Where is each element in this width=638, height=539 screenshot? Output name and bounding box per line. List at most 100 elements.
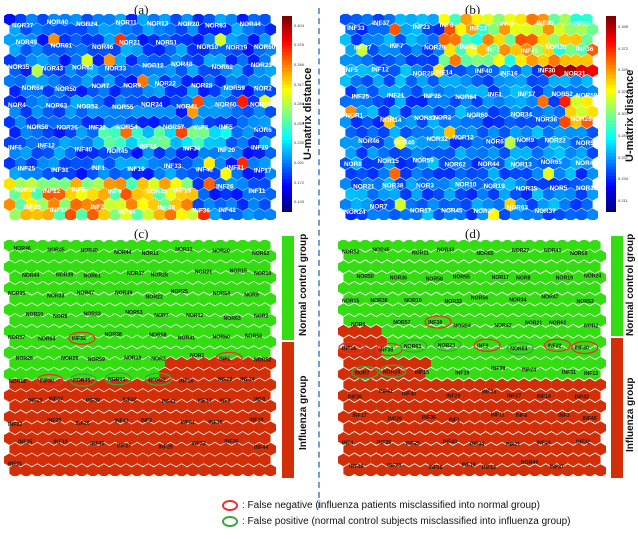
colorbar-segment (606, 107, 616, 112)
hex-cell (510, 43, 522, 57)
sample-label: INF22 (43, 188, 61, 195)
hex-cell (31, 208, 43, 220)
sample-label: NOR43 (437, 247, 454, 253)
hex-cell (259, 303, 271, 317)
hex-cell (148, 115, 160, 129)
hex-cell (259, 198, 271, 212)
hex-cell (570, 156, 582, 170)
hex-cell (526, 156, 538, 170)
hex-cell (176, 125, 188, 139)
hex-cell (264, 167, 276, 181)
hex-cell (540, 356, 552, 370)
hex-cell (387, 421, 399, 435)
hex-cell (348, 303, 360, 317)
hex-cell (159, 198, 171, 212)
sample-label: NOR7 (154, 313, 169, 319)
hex-cell (48, 303, 60, 317)
hex-cell (76, 399, 88, 413)
hex-cell (164, 313, 177, 327)
hex-cell (523, 324, 535, 338)
hex-cell (389, 167, 401, 181)
hex-cell (354, 442, 366, 456)
hex-cell (220, 378, 232, 392)
colorbar-segment (282, 114, 292, 118)
hex-cell (137, 303, 149, 317)
hex-cell (485, 378, 497, 392)
hex-cell (414, 389, 426, 402)
hex-cell (526, 115, 538, 129)
hex-cell (491, 240, 503, 252)
sample-label: INF9 (477, 343, 488, 349)
hex-cell (15, 136, 27, 150)
hex-cell (578, 432, 590, 445)
sample-label: INF32 (89, 125, 107, 132)
sample-label: INF41 (181, 420, 195, 426)
hex-cell (187, 208, 199, 220)
hex-cell (142, 43, 154, 57)
hex-cell (59, 303, 71, 317)
colorbar-segment (606, 176, 616, 180)
hex-cell (370, 410, 382, 424)
hex-cell (92, 431, 104, 445)
hex-cell (109, 442, 121, 456)
sample-label: NOR56 (471, 296, 488, 302)
hex-cell (573, 249, 585, 263)
hex-cell (526, 177, 538, 191)
sample-label: NOR1 (345, 112, 363, 119)
hex-cell (76, 421, 88, 435)
hex-cell (176, 378, 188, 392)
hex-cell (126, 367, 138, 381)
hex-cell (387, 314, 399, 327)
hex-cell (198, 84, 210, 98)
hex-cell (148, 281, 160, 295)
hex-cell (20, 167, 32, 181)
hex-cell (359, 389, 371, 402)
hex-cell (4, 281, 16, 295)
hex-cell (389, 146, 401, 160)
hex-cell (220, 146, 232, 160)
hex-cell (419, 421, 432, 435)
hex-cell (148, 156, 160, 170)
sample-label: NOR2 (254, 313, 269, 319)
hex-cell (4, 74, 16, 88)
hex-cell (403, 389, 415, 402)
false-positive-ring (434, 338, 462, 352)
hex-cell (42, 187, 55, 201)
hex-cell (253, 292, 265, 306)
hex-cell (242, 105, 254, 119)
hex-cell (545, 410, 557, 424)
hex-cell (15, 156, 27, 170)
hex-cell (449, 115, 461, 129)
hex-cell (338, 324, 349, 338)
hex-cell (70, 240, 82, 252)
sample-label: INF13 (470, 26, 488, 33)
hex-cell (87, 105, 99, 119)
hex-cell (398, 314, 410, 327)
hex-cell (164, 84, 177, 98)
colorbar-segment (606, 42, 616, 46)
hex-cell (131, 399, 143, 413)
hex-cell (181, 324, 193, 338)
hex-cell (20, 378, 32, 392)
hex-cell (433, 167, 445, 181)
hex-cell (153, 84, 166, 98)
hex-cell (510, 64, 522, 78)
hex-cell (264, 421, 276, 435)
hex-cell (376, 399, 388, 413)
hex-cell (427, 198, 439, 211)
hex-cell (264, 378, 276, 392)
sample-label: INF43 (114, 418, 128, 424)
hex-cell (159, 14, 171, 26)
hex-cell (469, 303, 481, 317)
hex-cell (534, 367, 546, 381)
hex-cell (220, 208, 232, 220)
hex-cell (225, 453, 238, 467)
hex-cell (114, 177, 127, 191)
hex-cell (37, 389, 49, 403)
sample-label: NOR34 (141, 102, 163, 109)
hex-cell (573, 356, 585, 370)
hex-cell (595, 314, 606, 327)
hex-cell (565, 187, 577, 201)
hex-cell (114, 281, 127, 295)
hex-cell (237, 367, 249, 381)
